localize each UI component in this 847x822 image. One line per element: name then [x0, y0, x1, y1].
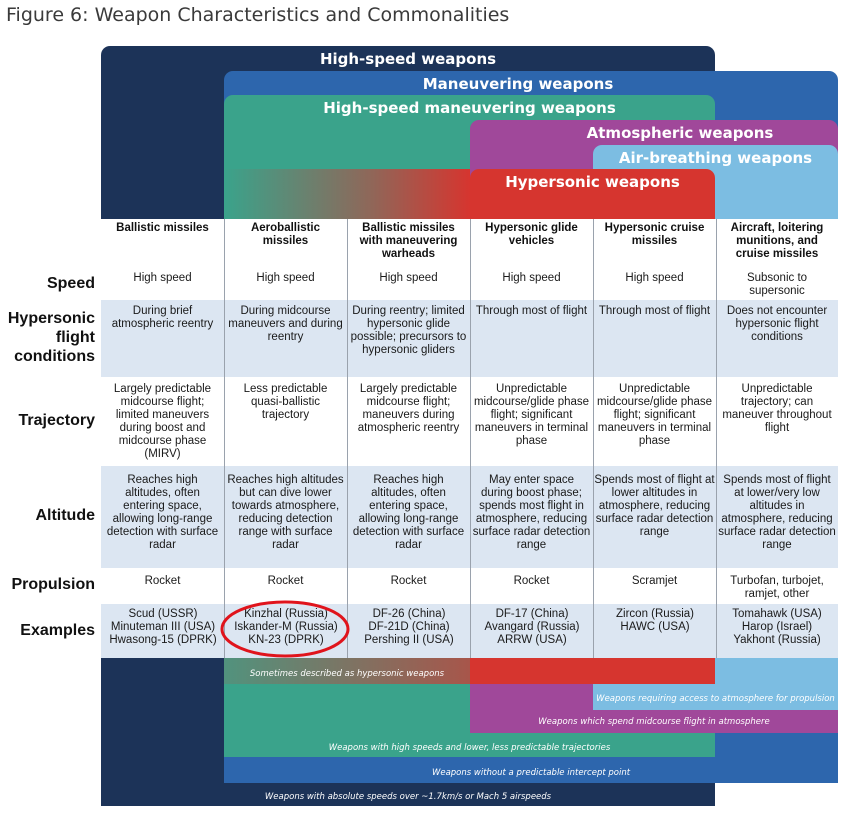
cell-altitude-maneuvering-warheads: Reaches high altitudes, often entering s…	[352, 474, 465, 551]
cell-speed-maneuvering-warheads: High speed	[379, 272, 438, 284]
cell-altitude-aircraft: Spends most of flight at lower/very low …	[718, 474, 836, 551]
strip-label-high-speed: Weapons with absolute speeds over ~1.7km…	[264, 792, 552, 802]
strip-label-sometimes-hypersonic: Sometimes described as hypersonic weapon…	[249, 669, 445, 679]
cell-propulsion-glide: Rocket	[513, 575, 550, 587]
column-header-maneuvering-warheads: Ballistic missiles with maneuvering warh…	[359, 222, 458, 260]
cell-examples-aircraft: Tomahawk (USA) Harop (Israel) Yakhont (R…	[732, 608, 822, 646]
column-header-ballistic-missiles: Ballistic missiles	[116, 222, 209, 234]
cell-trajectory-aircraft: Unpredictable trajectory; can maneuver t…	[722, 383, 832, 434]
cell-speed-cruise: High speed	[625, 272, 684, 284]
strip-label-atmospheric: Weapons which spend midcourse flight in …	[538, 717, 770, 727]
table-header-bg	[101, 219, 838, 267]
row-label-hypersonic-flight-conditions: Hypersonic flight conditions	[7, 310, 95, 365]
column-header-hypersonic-cruise-missiles: Hypersonic cruise missiles	[604, 222, 705, 247]
cell-examples-cruise: Zircon (Russia) HAWC (USA)	[616, 608, 694, 633]
strip-label-high-speed-maneuvering: Weapons with high speeds and lower, less…	[328, 743, 611, 753]
cell-conditions-cruise: Through most of flight	[598, 305, 711, 317]
row-label-speed: Speed	[46, 275, 95, 292]
cell-trajectory-maneuvering-warheads: Largely predictable midcourse flight; ma…	[357, 383, 460, 434]
cell-propulsion-aeroballistic: Rocket	[267, 575, 304, 587]
cell-examples-maneuvering-warheads: DF-26 (China) DF-21D (China) Pershing II…	[364, 608, 454, 646]
band-label-maneuvering: Maneuvering weapons	[422, 75, 614, 93]
cell-speed-aircraft: Subsonic to supersonic	[746, 272, 808, 297]
cell-examples-ballistic: Scud (USSR) Minuteman III (USA) Hwasong-…	[109, 608, 217, 646]
row-bg-hypersonic-flight-conditions	[101, 300, 838, 377]
band-label-atmospheric: Atmospheric weapons	[586, 124, 774, 142]
cell-altitude-glide: May enter space during boost phase; spen…	[472, 474, 591, 551]
cell-speed-aeroballistic: High speed	[256, 272, 315, 284]
row-label-propulsion: Propulsion	[11, 576, 95, 593]
row-bg-examples	[101, 604, 838, 658]
cell-propulsion-cruise: Scramjet	[631, 575, 678, 587]
column-divider	[224, 219, 225, 658]
cell-altitude-cruise: Spends most of flight at lower altitudes…	[594, 474, 715, 538]
cell-trajectory-glide: Unpredictable midcourse/glide phase flig…	[473, 383, 590, 447]
strip-label-air-breathing: Weapons requiring access to atmosphere f…	[596, 694, 835, 704]
column-divider	[593, 219, 594, 658]
cell-conditions-aircraft: Does not encounter hypersonic flight con…	[726, 305, 828, 343]
cell-examples-glide: DF-17 (China) Avangard (Russia) ARRW (US…	[484, 608, 580, 646]
column-header-aeroballistic-missiles: Aeroballistic missiles	[250, 222, 321, 247]
cell-trajectory-aeroballistic: Less predictable quasi-ballistic traject…	[243, 383, 328, 421]
strip-label-maneuvering: Weapons without a predictable intercept …	[431, 768, 631, 778]
band-hypersonic	[470, 169, 715, 219]
highlight-circle	[220, 600, 350, 658]
row-bg-propulsion	[101, 568, 838, 604]
row-bg-trajectory	[101, 377, 838, 466]
column-divider	[470, 219, 471, 658]
band-label-hypersonic: Hypersonic weapons	[505, 173, 680, 191]
column-divider	[347, 219, 348, 658]
hypersonic-fade	[224, 169, 470, 219]
column-divider	[716, 219, 717, 658]
cell-conditions-aeroballistic: During midcourse maneuvers and during re…	[228, 305, 343, 343]
cell-trajectory-cruise: Unpredictable midcourse/glide phase flig…	[596, 383, 713, 447]
cell-altitude-ballistic: Reaches high altitudes, often entering s…	[106, 474, 219, 551]
cell-propulsion-aircraft: Turbofan, turbojet, ramjet, other	[730, 575, 824, 600]
band-label-air-breathing: Air-breathing weapons	[618, 149, 813, 167]
band-label-high-speed-maneuvering: High-speed maneuvering weapons	[323, 99, 616, 117]
row-label-trajectory: Trajectory	[18, 412, 95, 429]
cell-speed-glide: High speed	[502, 272, 561, 284]
column-header-hypersonic-glide-vehicles: Hypersonic glide vehicles	[485, 222, 578, 247]
row-label-altitude: Altitude	[35, 507, 95, 524]
strip-sometimes-hypersonic	[470, 658, 715, 684]
cell-conditions-ballistic: During brief atmospheric reentry	[111, 305, 214, 330]
band-label-high-speed: High-speed weapons	[319, 50, 497, 68]
row-bg-altitude	[101, 466, 838, 568]
cell-conditions-glide: Through most of flight	[475, 305, 588, 317]
cell-conditions-maneuvering-warheads: During reentry; limited hypersonic glide…	[350, 305, 467, 356]
row-label-examples: Examples	[20, 622, 95, 639]
row-bg-speed	[101, 267, 838, 300]
cell-propulsion-maneuvering-warheads: Rocket	[390, 575, 427, 587]
cell-propulsion-ballistic: Rocket	[144, 575, 181, 587]
cell-altitude-aeroballistic: Reaches high altitudes but can dive lowe…	[227, 474, 344, 551]
cell-speed-ballistic: High speed	[133, 272, 192, 284]
figure-title: Figure 6: Weapon Characteristics and Com…	[6, 4, 510, 26]
strip-sometimes-hypersonic-fade	[224, 658, 470, 684]
cell-examples-aeroballistic: Kinzhal (Russia) Iskander-M (Russia) KN-…	[234, 608, 338, 646]
column-header-aircraft-loitering: Aircraft, loitering munitions, and cruis…	[730, 222, 824, 260]
cell-trajectory-ballistic: Largely predictable midcourse flight; li…	[113, 383, 212, 460]
